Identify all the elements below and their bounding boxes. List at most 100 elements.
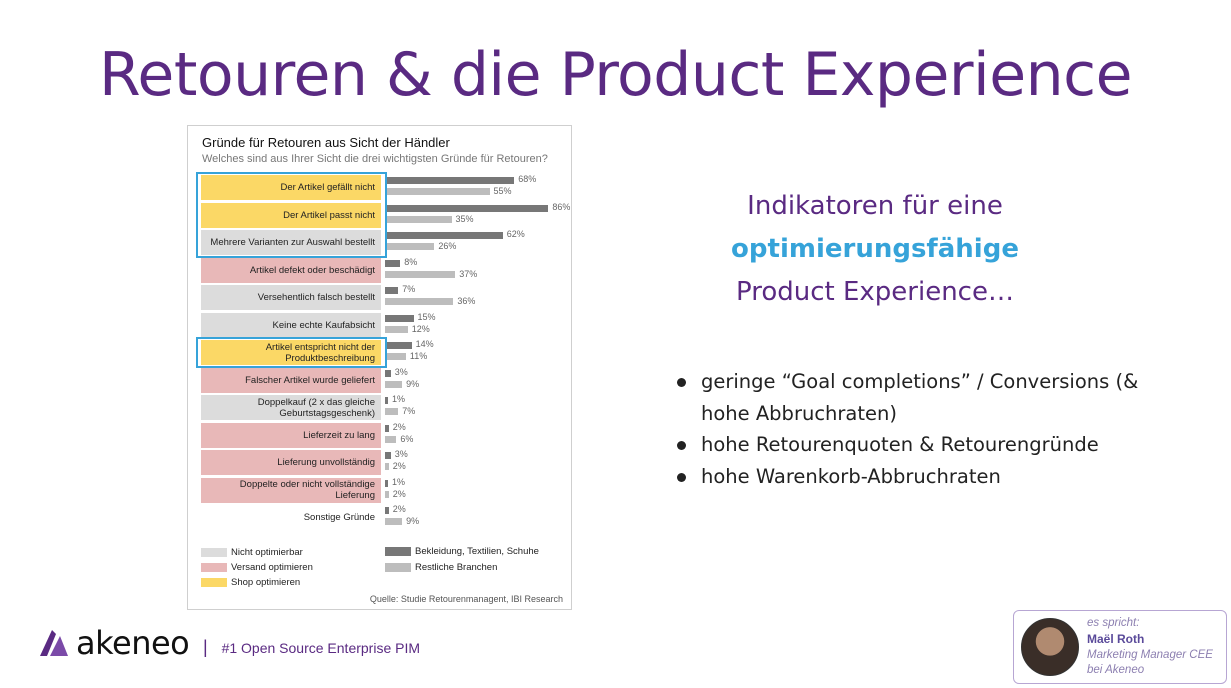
bar-bekleidung [385, 177, 515, 184]
tagline-text: #1 Open Source Enterprise PIM [221, 640, 421, 656]
bar-bekleidung [385, 507, 389, 514]
category-label: Falscher Artikel wurde geliefert [201, 367, 381, 393]
bullet-text: hohe Retourenquoten & Retourengründe [701, 433, 1099, 456]
bar-restliche [385, 270, 456, 278]
legend-swatch [201, 578, 227, 587]
speaker-intro: es spricht: [1087, 617, 1140, 629]
bullet-dot-icon [677, 441, 686, 450]
legend-label: Nicht optimierbar [231, 547, 303, 558]
bar-restliche [385, 463, 389, 470]
bullet-item: hohe Warenkorb-Abbruchraten [676, 461, 1176, 493]
bullet-text: geringe “Goal completions” / Conversions… [701, 370, 1139, 425]
bar-value-label: 2% [392, 504, 406, 514]
legend-nicht-optimierbar: Nicht optimierbar [201, 547, 303, 558]
bar-bekleidung [385, 424, 389, 432]
bar-restliche [385, 215, 452, 223]
legend-swatch [385, 547, 411, 556]
legend-shop-optimieren: Shop optimieren [201, 577, 300, 588]
bar-restliche [385, 353, 406, 360]
legend-bekleidung: Bekleidung, Textilien, Schuhe [385, 546, 539, 557]
bar-bekleidung [385, 287, 399, 294]
category-label: Lieferung unvollständig [201, 450, 381, 475]
bar-value-label: 6% [400, 433, 414, 444]
bar-value-label: 37% [459, 268, 478, 279]
bar-value-label: 9% [406, 378, 420, 389]
bar-restliche [385, 298, 454, 305]
bar-value-label: 15% [417, 311, 436, 322]
bar-bekleidung [385, 342, 412, 349]
legend-swatch [201, 548, 227, 557]
bar-bekleidung [385, 479, 388, 487]
bar-value-label: 62% [506, 229, 525, 239]
bullet-item: geringe “Goal completions” / Conversions… [676, 366, 1176, 429]
bar-bekleidung [385, 314, 414, 322]
category-label: Versehentlich falsch bestellt [201, 285, 381, 310]
bullet-text: hohe Warenkorb-Abbruchraten [701, 464, 1001, 488]
bar-restliche [385, 408, 399, 415]
legend-label: Restliche Branchen [415, 562, 498, 573]
bar-value-label: 3% [394, 366, 408, 377]
bar-value-label: 86% [552, 201, 571, 212]
returns-chart: Gründe für Retouren aus Sicht der Händle… [187, 125, 572, 610]
legend-label: Shop optimieren [231, 577, 301, 588]
akeneo-mark-icon [40, 630, 68, 656]
bar-bekleidung [385, 369, 391, 377]
indikator-line2: optimierungsfähige [731, 234, 1019, 264]
legend-swatch [385, 563, 411, 572]
bar-restliche [385, 490, 389, 498]
speaker-card: es spricht: Maël Roth Marketing Manager … [1013, 610, 1227, 684]
speaker-avatar [1021, 618, 1079, 676]
bar-value-label: 9% [406, 516, 420, 526]
category-label: Lieferzeit zu lang [201, 422, 381, 448]
slide-title: Retouren & die Product Experience [98, 40, 1133, 110]
bar-value-label: 14% [415, 339, 434, 349]
category-label: Der Artikel passt nicht [201, 202, 381, 228]
highlight-frame [196, 172, 387, 258]
legend-restliche: Restliche Branchen [385, 562, 497, 573]
chart-title: Gründe für Retouren aus Sicht der Händle… [202, 135, 450, 150]
indikator-line3: Product Experience… [736, 277, 1014, 307]
bar-value-label: 2% [392, 488, 406, 499]
akeneo-logo: akeneo [38, 624, 190, 662]
chart-subtitle: Welches sind aus Ihrer Sicht die drei wi… [202, 153, 548, 165]
bar-value-label: 12% [411, 323, 430, 334]
bar-bekleidung [385, 232, 503, 239]
legend-swatch [201, 563, 227, 572]
speaker-name: Maël Roth [1087, 632, 1145, 646]
bar-value-label: 7% [402, 406, 416, 416]
bar-value-label: 2% [392, 421, 406, 432]
bar-value-label: 8% [404, 256, 418, 267]
category-label: Sonstige Gründe [303, 512, 375, 523]
bar-bekleidung [385, 397, 388, 404]
bar-value-label: 35% [455, 213, 474, 224]
chart-source: Quelle: Studie Retourenmanagent, IBI Res… [369, 594, 563, 604]
speaker-company: bei Akeneo [1087, 664, 1145, 676]
bullet-dot-icon [677, 378, 686, 387]
bar-value-label: 26% [438, 241, 457, 251]
bar-value-label: 1% [392, 394, 406, 404]
bar-value-label: 1% [392, 476, 406, 487]
bar-bekleidung [385, 204, 549, 212]
bar-bekleidung [385, 452, 391, 459]
bullet-list: geringe “Goal completions” / Conversions… [676, 366, 1176, 492]
category-label: Artikel defekt oder beschädigt [201, 257, 381, 283]
highlight-frame [196, 337, 387, 368]
bullet-dot-icon [677, 472, 686, 482]
bar-value-label: 2% [392, 461, 406, 471]
category-label: Doppelkauf (2 x das gleiche Geburtstagsg… [201, 395, 381, 420]
bar-restliche [385, 325, 408, 333]
indikator-line1: Indikatoren für eine [747, 191, 1003, 221]
bar-value-label: 7% [402, 284, 416, 294]
bar-value-label: 55% [493, 186, 512, 196]
bar-value-label: 68% [518, 174, 537, 184]
bar-restliche [385, 435, 397, 443]
category-label: Der Artikel gefällt nicht [201, 175, 381, 200]
category-label: Doppelte oder nicht vollständige Lieferu… [201, 477, 381, 503]
legend-versand-optimieren: Versand optimieren [201, 562, 313, 573]
speaker-role: Marketing Manager CEE [1087, 649, 1213, 661]
bar-value-label: 36% [457, 296, 476, 306]
legend-label: Bekleidung, Textilien, Schuhe [415, 546, 539, 557]
bar-restliche [385, 188, 490, 195]
indikator-heading: Indikatoren für eine optimierungsfähige … [680, 185, 1070, 314]
category-label: Mehrere Varianten zur Auswahl bestellt [201, 230, 381, 255]
